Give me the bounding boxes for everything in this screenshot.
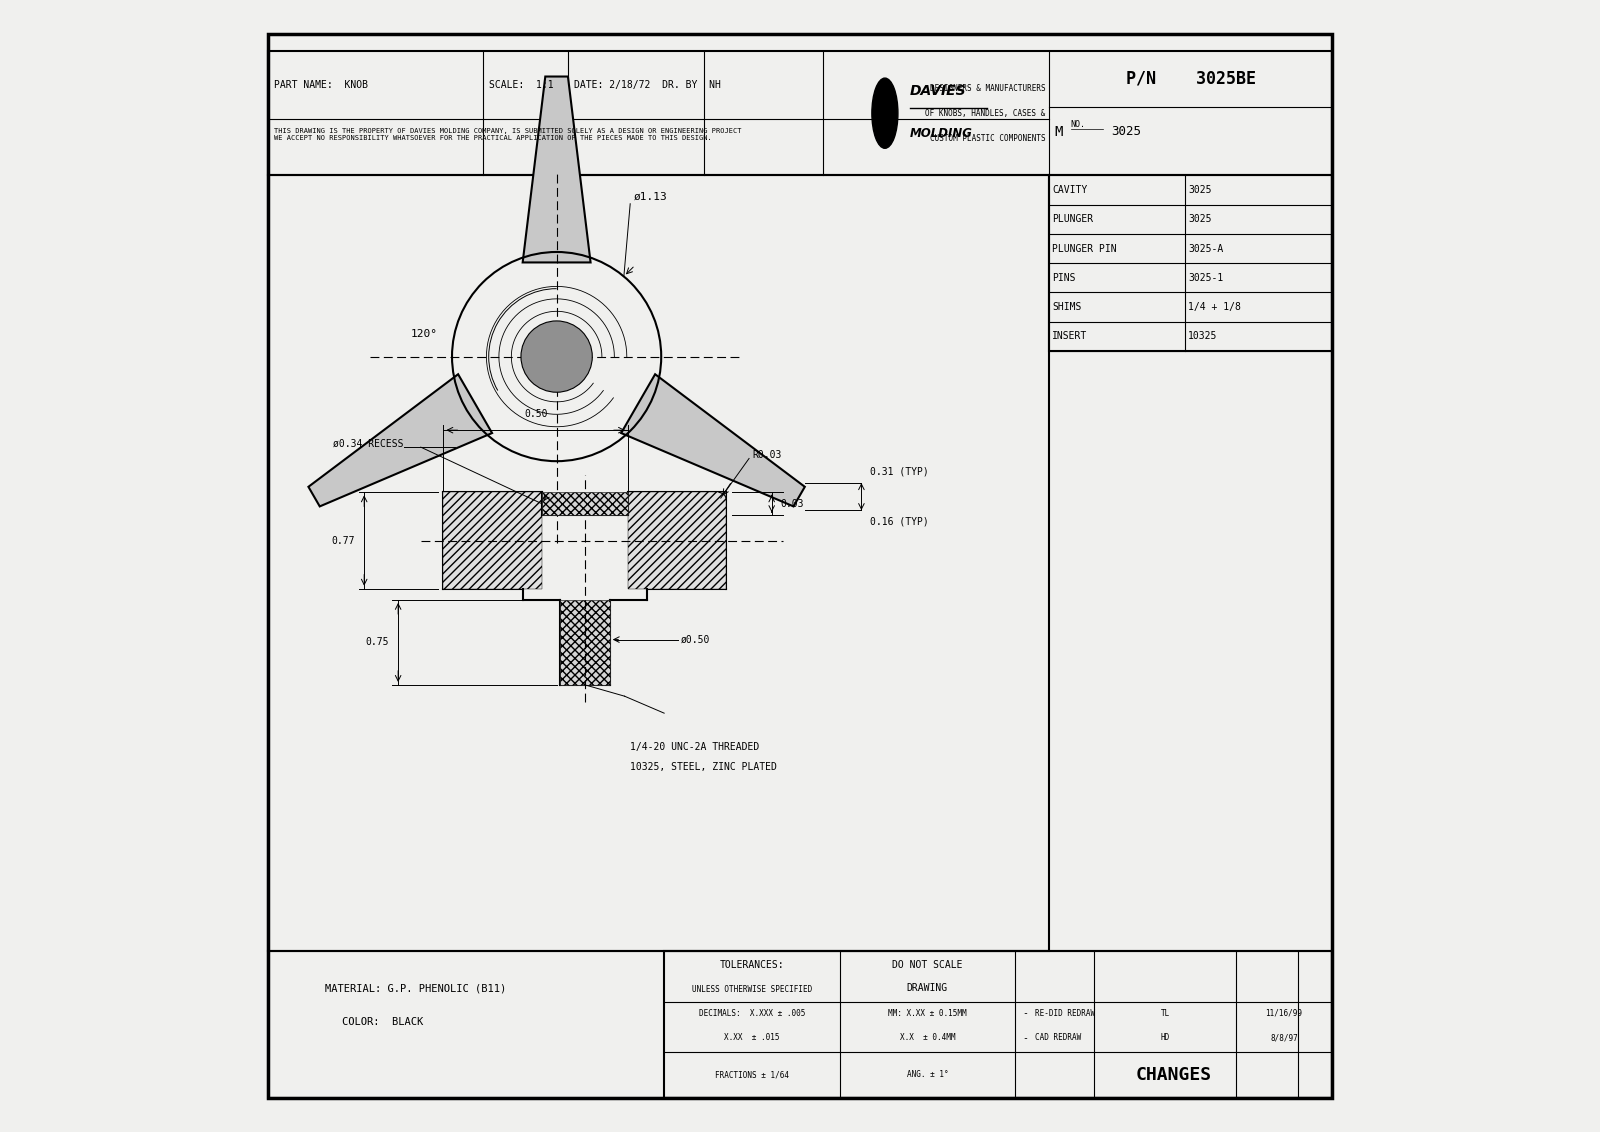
- Text: -: -: [1022, 1009, 1027, 1018]
- Bar: [560, 600, 610, 685]
- Text: -: -: [1022, 1034, 1027, 1043]
- Text: 0.77: 0.77: [331, 535, 355, 546]
- Text: THIS DRAWING IS THE PROPERTY OF DAVIES MOLDING COMPANY, IS SUBMITTED SOLELY AS A: THIS DRAWING IS THE PROPERTY OF DAVIES M…: [274, 129, 741, 142]
- Text: ø1.13: ø1.13: [634, 192, 667, 201]
- Text: CAD REDRAW: CAD REDRAW: [1035, 1034, 1082, 1043]
- Text: INSERT: INSERT: [1053, 332, 1088, 342]
- Bar: [1050, 175, 1333, 351]
- Bar: [443, 492, 542, 589]
- Text: X.X  ± 0.4MM: X.X ± 0.4MM: [899, 1034, 955, 1043]
- Text: DESIGNERS & MANUFACTURERS: DESIGNERS & MANUFACTURERS: [930, 84, 1046, 93]
- Text: CAVITY: CAVITY: [1053, 185, 1088, 195]
- Text: ANG. ± 1°: ANG. ± 1°: [907, 1071, 949, 1080]
- Text: NO.: NO.: [1070, 120, 1085, 129]
- Text: 0.50: 0.50: [523, 409, 547, 419]
- Text: CHANGES: CHANGES: [1136, 1066, 1211, 1083]
- Text: P/N    3025BE: P/N 3025BE: [1125, 69, 1256, 87]
- Text: PART NAME:  KNOB: PART NAME: KNOB: [274, 79, 368, 89]
- Text: 120°: 120°: [411, 329, 438, 338]
- Text: 3025-A: 3025-A: [1189, 243, 1224, 254]
- Text: TOLERANCES:: TOLERANCES:: [720, 960, 784, 970]
- Bar: [267, 51, 1333, 175]
- Text: 0.31 (TYP): 0.31 (TYP): [870, 466, 930, 477]
- Text: TL: TL: [1160, 1009, 1170, 1018]
- Text: 3025: 3025: [1112, 126, 1141, 138]
- Polygon shape: [621, 375, 805, 506]
- Text: 0.16 (TYP): 0.16 (TYP): [870, 516, 930, 526]
- Text: DO NOT SCALE: DO NOT SCALE: [893, 960, 963, 970]
- Text: 3025: 3025: [1189, 214, 1211, 224]
- Text: 0.03: 0.03: [781, 499, 805, 508]
- Text: 10325: 10325: [1189, 332, 1218, 342]
- Text: OF KNOBS, HANDLES, CASES &: OF KNOBS, HANDLES, CASES &: [925, 109, 1046, 118]
- Bar: [542, 492, 627, 515]
- Text: UNLESS OTHERWISE SPECIFIED: UNLESS OTHERWISE SPECIFIED: [691, 985, 813, 994]
- Text: HD: HD: [1160, 1034, 1170, 1043]
- Text: ø0.50: ø0.50: [682, 635, 710, 644]
- Text: SCALE:  1:1: SCALE: 1:1: [488, 79, 554, 89]
- Text: R0.03: R0.03: [752, 451, 782, 460]
- Polygon shape: [523, 77, 590, 263]
- Text: 10325, STEEL, ZINC PLATED: 10325, STEEL, ZINC PLATED: [630, 763, 778, 772]
- Text: PLUNGER: PLUNGER: [1053, 214, 1093, 224]
- Text: DECIMALS:  X.XXX ± .005: DECIMALS: X.XXX ± .005: [699, 1009, 805, 1018]
- Text: 8/8/97: 8/8/97: [1270, 1034, 1298, 1043]
- Text: PINS: PINS: [1053, 273, 1075, 283]
- Text: DRAWING: DRAWING: [907, 983, 947, 993]
- Ellipse shape: [872, 78, 898, 148]
- Circle shape: [522, 321, 592, 392]
- Text: DAVIES: DAVIES: [910, 84, 966, 97]
- Text: MOLDING: MOLDING: [910, 127, 973, 140]
- Text: 0.75: 0.75: [365, 637, 389, 648]
- Bar: [664, 951, 1333, 1098]
- Text: ø0.34 RECESS: ø0.34 RECESS: [333, 439, 403, 448]
- Text: 3025-1: 3025-1: [1189, 273, 1224, 283]
- Text: PLUNGER PIN: PLUNGER PIN: [1053, 243, 1117, 254]
- Text: 1/4-20 UNC-2A THREADED: 1/4-20 UNC-2A THREADED: [630, 743, 760, 752]
- Text: 1/4 + 1/8: 1/4 + 1/8: [1189, 302, 1242, 312]
- Text: MM: X.XX ± 0.15MM: MM: X.XX ± 0.15MM: [888, 1009, 966, 1018]
- Text: CUSTOM PLASTIC COMPONENTS: CUSTOM PLASTIC COMPONENTS: [930, 134, 1046, 143]
- Text: MATERIAL: G.P. PHENOLIC (B11): MATERIAL: G.P. PHENOLIC (B11): [325, 984, 506, 993]
- Text: 11/16/99: 11/16/99: [1266, 1009, 1302, 1018]
- Polygon shape: [309, 375, 493, 506]
- Bar: [267, 175, 1050, 951]
- Text: SHIMS: SHIMS: [1053, 302, 1082, 312]
- Bar: [267, 951, 1333, 1098]
- Text: RE-DID REDRAW: RE-DID REDRAW: [1035, 1009, 1096, 1018]
- Bar: [627, 492, 726, 589]
- Text: X.XX  ± .015: X.XX ± .015: [725, 1034, 779, 1043]
- Text: FRACTIONS ± 1/64: FRACTIONS ± 1/64: [715, 1071, 789, 1080]
- Text: 3025: 3025: [1189, 185, 1211, 195]
- Text: M: M: [1054, 125, 1062, 139]
- Text: COLOR:  BLACK: COLOR: BLACK: [341, 1018, 422, 1027]
- Text: DATE: 2/18/72  DR. BY  NH: DATE: 2/18/72 DR. BY NH: [573, 79, 720, 89]
